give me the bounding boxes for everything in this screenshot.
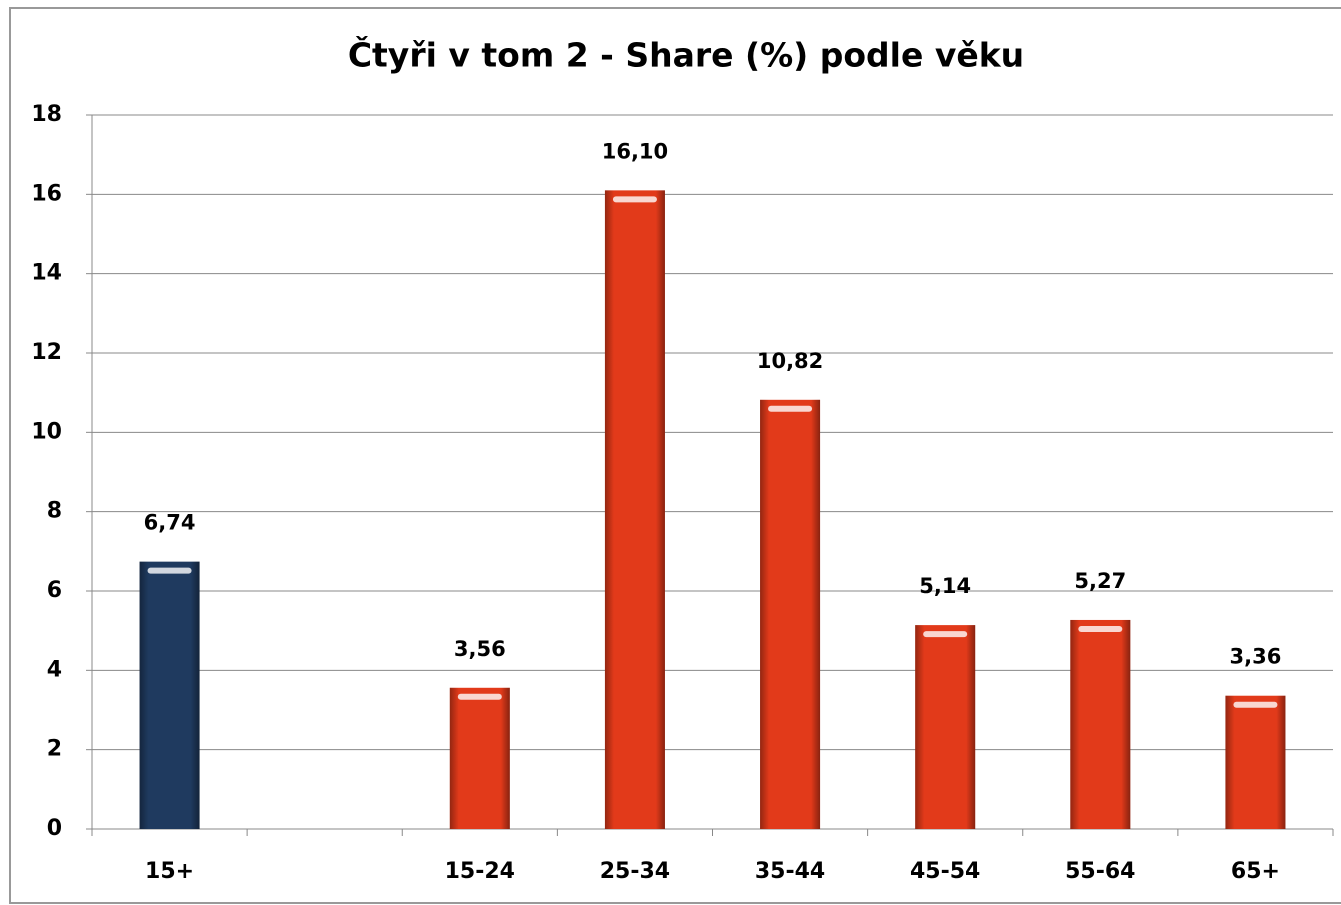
y-tick-label: 6 [47, 578, 62, 603]
bar-highlight [768, 405, 813, 412]
bar-highlight [457, 693, 502, 700]
bar-shade [449, 687, 510, 829]
bar-shade [139, 561, 200, 829]
value-label: 10,82 [757, 349, 823, 373]
y-tick-label: 0 [47, 816, 62, 841]
x-tick-label: 15+ [145, 859, 194, 884]
value-label: 3,56 [454, 637, 506, 661]
bar-shade [604, 190, 665, 829]
y-tick-label: 16 [31, 181, 62, 206]
value-label: 5,27 [1074, 569, 1126, 593]
value-label: 16,10 [602, 139, 668, 163]
bar-highlight [612, 196, 657, 203]
x-tick-label: 55-64 [1065, 859, 1135, 884]
x-tick-label: 15-24 [445, 859, 515, 884]
bar-highlight [923, 631, 968, 638]
y-tick-label: 10 [31, 419, 62, 444]
x-tick-label: 45-54 [910, 859, 980, 884]
bar-shade [760, 399, 821, 829]
bar-highlight [1233, 701, 1278, 708]
chart-title: Čtyři v tom 2 - Share (%) podle věku [348, 35, 1024, 75]
bar-highlight [147, 567, 192, 574]
value-label: 6,74 [144, 511, 196, 535]
y-tick-label: 8 [47, 499, 62, 524]
bar-shade [1070, 619, 1131, 829]
y-tick-label: 18 [31, 102, 62, 127]
bar-shade [915, 625, 976, 829]
value-label: 5,14 [919, 574, 971, 598]
chart-frame [9, 7, 1341, 904]
value-label: 3,36 [1230, 645, 1282, 669]
bar-highlight [1078, 625, 1123, 632]
x-tick-label: 25-34 [600, 859, 670, 884]
x-tick-label: 35-44 [755, 859, 825, 884]
bar-shade [1225, 695, 1286, 829]
y-tick-label: 14 [31, 261, 62, 286]
y-tick-label: 2 [47, 737, 62, 762]
y-tick-label: 4 [47, 657, 62, 682]
y-tick-label: 12 [31, 340, 62, 365]
x-tick-label: 65+ [1231, 859, 1280, 884]
